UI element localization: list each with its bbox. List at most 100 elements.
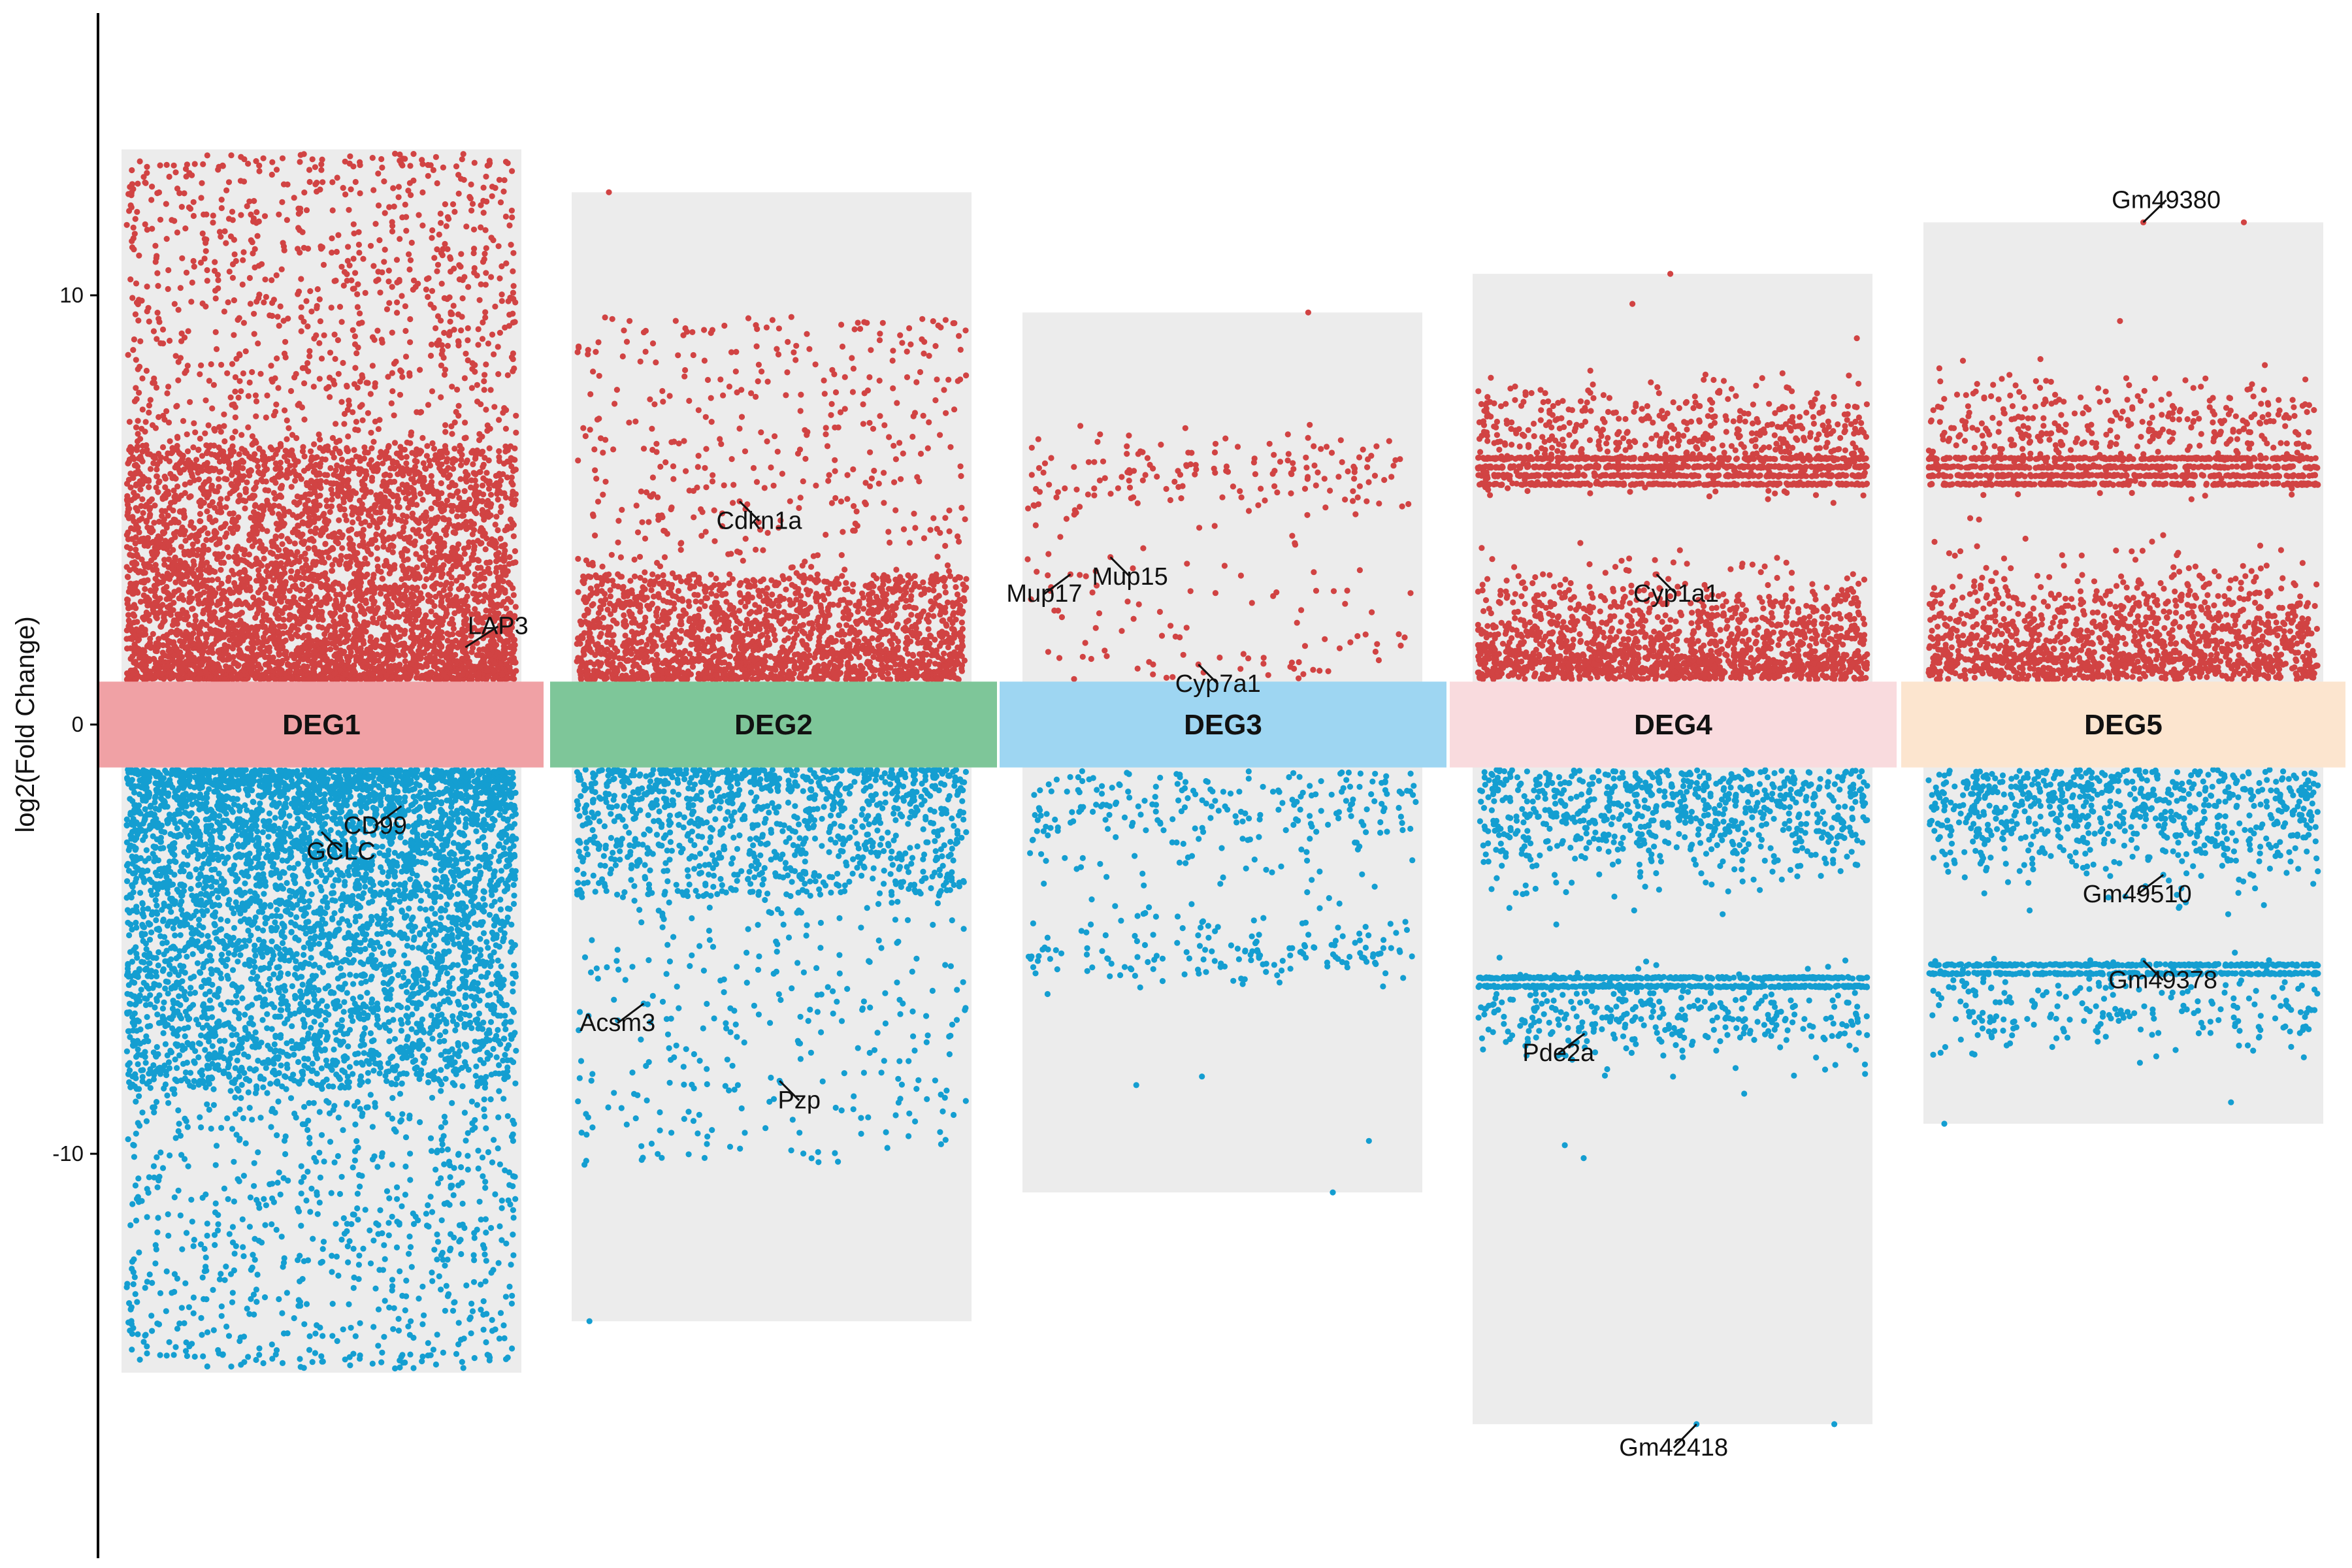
point-up [189, 280, 195, 286]
point-up [483, 535, 489, 541]
point-up [306, 634, 312, 640]
point-up [196, 532, 202, 538]
point-up [438, 461, 444, 467]
point-up [232, 389, 238, 395]
point-up [333, 676, 339, 682]
point-up [149, 226, 155, 232]
point-up [301, 468, 307, 474]
point-up [153, 562, 159, 568]
point-up [274, 167, 280, 172]
point-up [348, 653, 353, 659]
point-up [362, 574, 368, 580]
point-up [165, 591, 171, 596]
point-up [294, 558, 300, 564]
point-up [406, 267, 412, 272]
point-up [388, 491, 394, 497]
point-up [329, 235, 335, 241]
point-up [438, 480, 444, 486]
point-up [276, 493, 282, 499]
point-up [483, 406, 489, 412]
point-up [240, 257, 246, 263]
point-up [259, 619, 265, 625]
point-up [438, 363, 444, 368]
point-up [282, 248, 287, 253]
point-up [262, 213, 268, 219]
point-up [251, 536, 257, 542]
point-up [331, 455, 337, 461]
point-up [481, 185, 487, 191]
point-up [360, 561, 366, 567]
point-up [314, 472, 319, 478]
point-up [436, 591, 442, 596]
point-up [496, 243, 502, 249]
point-up [377, 289, 383, 295]
point-up [511, 533, 517, 539]
point-up [367, 655, 373, 661]
point-up [137, 487, 143, 493]
point-up [312, 164, 318, 170]
point-up [207, 674, 213, 680]
point-up [293, 371, 299, 377]
point-up [219, 205, 225, 211]
point-up [154, 536, 160, 542]
point-up [341, 621, 347, 627]
point-up [509, 168, 515, 174]
point-up [127, 184, 133, 190]
point-up [186, 328, 191, 334]
point-up [352, 505, 358, 511]
point-up [179, 255, 185, 261]
point-up [463, 351, 468, 357]
point-up [337, 655, 343, 661]
point-up [202, 431, 208, 436]
point-up [220, 551, 225, 557]
point-up [350, 327, 356, 333]
point-up [465, 337, 470, 343]
point-up [360, 623, 366, 629]
point-up [180, 418, 186, 424]
point-up [433, 568, 438, 574]
point-up [301, 189, 307, 195]
point-up [396, 531, 402, 537]
point-up [129, 295, 135, 301]
point-up [333, 580, 338, 585]
point-up [305, 368, 311, 374]
point-up [308, 583, 314, 589]
point-up [137, 158, 143, 164]
point-up [294, 675, 300, 681]
point-up [198, 567, 204, 573]
point-up [337, 304, 343, 310]
point-up [282, 339, 288, 345]
point-up [302, 507, 308, 513]
point-up [237, 459, 242, 465]
point-up [324, 503, 330, 509]
point-up [130, 612, 136, 617]
point-up [357, 657, 363, 663]
point-up [472, 596, 478, 602]
point-up [160, 649, 166, 655]
point-up [483, 470, 489, 476]
point-up [148, 645, 154, 651]
point-up [442, 422, 448, 428]
point-up [423, 638, 429, 644]
point-up [468, 182, 474, 188]
point-up [269, 313, 275, 319]
point-up [439, 351, 445, 357]
point-up [199, 552, 204, 558]
point-up [508, 242, 514, 248]
point-up [448, 269, 453, 274]
point-up [509, 208, 515, 214]
point-up [136, 529, 142, 535]
point-up [510, 482, 515, 487]
point-up [505, 596, 511, 602]
point-up [227, 603, 233, 609]
point-up [350, 519, 355, 525]
point-up [195, 676, 201, 681]
point-up [342, 615, 348, 621]
point-up [305, 593, 311, 599]
point-up [246, 551, 252, 557]
point-up [391, 534, 397, 540]
point-up [450, 201, 456, 207]
point-up [124, 564, 130, 570]
point-up [159, 602, 165, 608]
point-up [317, 376, 323, 382]
